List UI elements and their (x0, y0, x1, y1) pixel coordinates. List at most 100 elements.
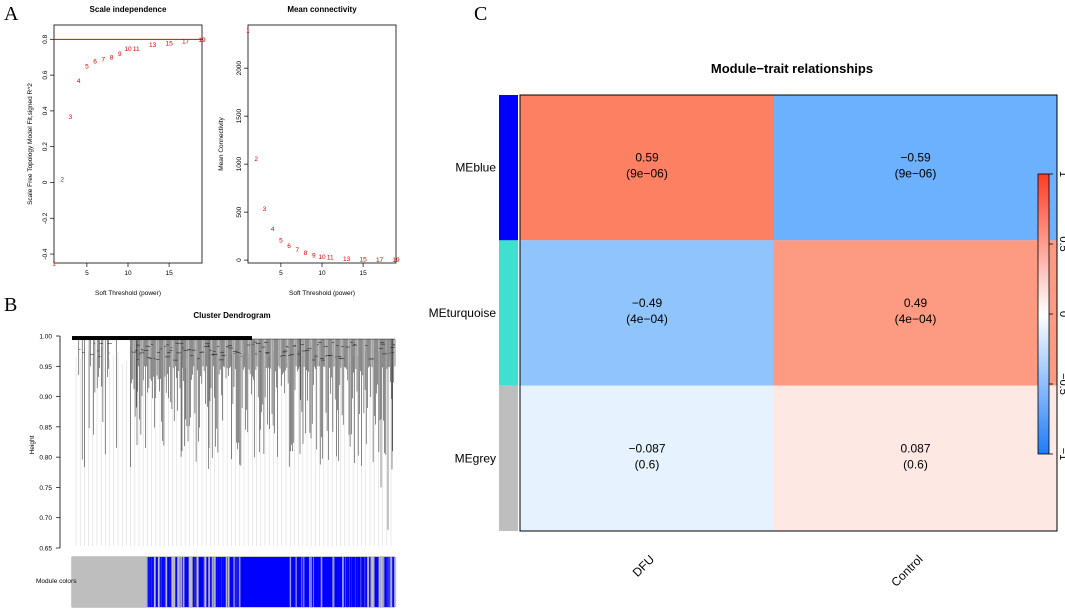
module-color-stripe (303, 557, 305, 607)
panel-label-a: A (4, 3, 19, 25)
module-color-stripe (227, 557, 230, 607)
module-color-stripe (394, 557, 397, 607)
mc-point: 11 (327, 255, 334, 262)
heatmap-row-label: MEturquoise (429, 306, 497, 320)
module-color-stripe (198, 557, 201, 607)
mc-ytick-label: 500 (236, 206, 243, 217)
module-color-stripe (216, 557, 218, 607)
mc-ytick-label: 2000 (236, 61, 243, 76)
mc-point: 19 (392, 257, 400, 264)
module-color-stripe (225, 557, 227, 607)
mc-xtick-label: 5 (279, 270, 283, 277)
module-color-stripe (382, 557, 384, 607)
module-color-stripe (183, 557, 185, 607)
si-point: 2 (60, 176, 64, 183)
module-color-stripe (219, 557, 222, 607)
module-row-color (499, 240, 518, 386)
si-ytick-label: 0 (42, 180, 49, 184)
module-color-stripe (190, 557, 193, 607)
module-color-stripe (146, 557, 148, 607)
mc-ytick-label: 0 (236, 258, 243, 262)
scale-independence-plot: Scale independence 5 10 15-0.4-0.200.20.40… (27, 5, 206, 297)
module-color-stripe (380, 557, 383, 607)
heatmap-frame (519, 94, 1058, 532)
module-color-segment (72, 557, 147, 607)
module-color-stripe (374, 557, 377, 607)
mean-connectivity-plot: Mean connectivity 5 10 1505001000150020001… (218, 5, 400, 297)
mc-point: 10 (318, 254, 326, 261)
module-color-stripe (384, 557, 387, 607)
module-color-stripe (200, 557, 203, 607)
dendrogram-tree (72, 336, 396, 546)
si-ytick-label: 0.6 (42, 70, 49, 79)
module-color-stripe (392, 557, 394, 607)
si-ytick-label: 0.8 (42, 34, 49, 43)
heatmap-col-label: DFU (630, 552, 657, 579)
scale-independence-xlabel: Soft Threshold (power) (95, 290, 161, 297)
scale-independence-ylabel: Scale Free Topology Model Fit,signed R^2 (27, 83, 34, 205)
module-color-stripe (150, 557, 152, 607)
module-color-stripe (289, 557, 292, 607)
mc-point: 1 (246, 27, 250, 34)
module-color-stripe (320, 557, 323, 607)
si-point: 4 (77, 78, 81, 85)
module-color-stripe (363, 557, 365, 607)
module-color-stripe (301, 557, 303, 607)
mean-connectivity-xlabel: Soft Threshold (power) (289, 290, 355, 297)
heatmap-cell (520, 95, 774, 241)
module-color-stripe (206, 557, 209, 607)
module-trait-heatmap: Module−trait relationships 0.59 (9e−06) −0… (429, 61, 1065, 589)
module-color-stripe (210, 557, 212, 607)
module-color-stripe (171, 557, 174, 607)
module-color-stripe (353, 557, 355, 607)
module-color-stripe (239, 557, 241, 607)
module-color-stripe (229, 557, 232, 607)
dendrogram-branches (72, 338, 396, 530)
si-point: 17 (182, 39, 190, 46)
mc-point: 13 (343, 256, 351, 263)
si-point: 1 (52, 261, 56, 268)
mc-point: 2 (254, 156, 258, 163)
module-color-segment (239, 557, 344, 607)
module-color-stripe (233, 557, 235, 607)
mc-point: 3 (263, 206, 267, 213)
heatmap-cell-pvalue: (4e−04) (895, 312, 937, 326)
panel-label-b: B (4, 294, 17, 316)
module-color-stripe (342, 557, 344, 607)
si-xtick-label: 10 (124, 270, 132, 277)
mc-ytick-label: 1500 (236, 109, 243, 124)
si-point: 6 (93, 58, 97, 65)
si-point: 5 (85, 64, 89, 71)
colorbar-tick-label: −0.5 (1057, 373, 1065, 395)
panel-label-c: C (474, 3, 487, 25)
dendrogram-ytick-label: 0.90 (39, 394, 52, 401)
si-ytick-label: 0.4 (42, 106, 49, 115)
cluster-dendrogram-title: Cluster Dendrogram (193, 311, 270, 320)
module-color-stripe (388, 557, 390, 607)
si-point: 9 (118, 51, 122, 58)
dendrogram-ylabel: Height (29, 435, 36, 454)
module-color-stripe (196, 557, 199, 607)
module-row-color (499, 95, 518, 241)
si-point: 7 (102, 57, 106, 64)
module-color-stripe (159, 557, 161, 607)
heatmap-cell (520, 385, 774, 531)
heatmap-cell-pvalue: (9e−06) (895, 167, 937, 181)
module-color-stripe (386, 557, 388, 607)
module-color-stripe (217, 557, 220, 607)
module-color-stripe (309, 557, 311, 607)
dendrogram-ytick-label: 0.65 (39, 546, 52, 553)
heatmap-cell (774, 95, 1057, 241)
mean-connectivity-title: Mean connectivity (287, 5, 357, 14)
si-ytick-label: -0.4 (42, 248, 49, 260)
colorbar-tick-label: 0.5 (1057, 236, 1065, 251)
dendrogram-ytick-label: 0.80 (39, 455, 52, 462)
module-color-stripe (192, 557, 195, 607)
mc-point: 8 (304, 250, 308, 257)
mc-point: 15 (359, 257, 367, 264)
heatmap-cell-pvalue: (0.6) (903, 457, 928, 471)
module-color-stripe (194, 557, 196, 607)
heatmap-cell-value: 0.49 (904, 296, 928, 310)
heatmap-cell-value: −0.49 (632, 296, 663, 310)
si-point: 8 (110, 55, 114, 62)
